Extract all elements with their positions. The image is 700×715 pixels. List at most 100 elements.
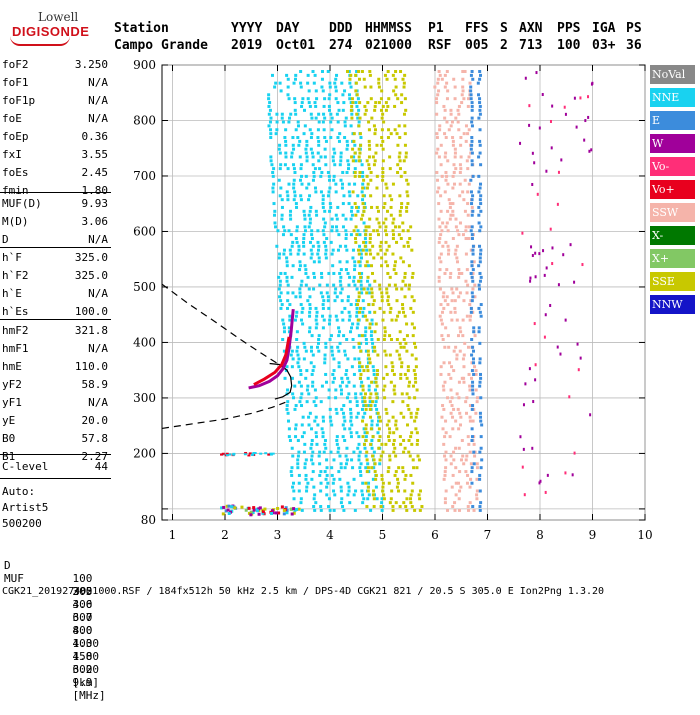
echo-mark [387,481,391,485]
echo-mark [304,268,308,272]
echo-mark [379,505,383,509]
echo-mark [543,335,546,339]
echo-mark [445,174,449,178]
echo-mark [297,507,301,511]
echo-mark [310,132,314,136]
echo-mark [464,279,468,283]
echo-mark [369,334,373,338]
echo-mark [291,143,295,147]
echo-mark [374,400,378,404]
echo-mark [450,365,454,369]
echo-mark [278,295,282,299]
echo-mark [531,254,534,258]
echo-mark [453,310,457,314]
param-row: MUF(D) 9.93 [2,197,108,211]
echo-mark [347,489,351,493]
echo-mark [470,159,474,163]
echo-mark [405,508,409,512]
echo-mark [405,178,409,182]
echo-mark [348,314,352,318]
echo-mark [366,485,370,489]
echo-mark [581,263,584,267]
echo-mark [365,159,369,163]
echo-mark [363,411,367,415]
param-row: h`F2 325.0 [2,269,108,283]
echo-mark [457,508,461,512]
echo-mark [387,244,391,248]
echo-mark [291,392,295,396]
echo-mark [303,264,307,268]
echo-mark [330,423,334,427]
echo-mark [357,458,361,462]
echo-mark [373,104,377,108]
echo-mark [361,202,365,206]
echo-mark [310,477,314,481]
echo-mark [323,97,327,101]
param-row: foF2 3.250 [2,58,108,72]
echo-mark [263,507,267,511]
echo-mark [364,349,368,353]
echo-mark [398,213,402,217]
echo-mark [378,306,382,310]
echo-mark [470,407,474,411]
echo-mark [459,330,463,334]
echo-mark [479,446,483,450]
param-value: N/A [88,94,108,107]
echo-mark [243,453,247,456]
echo-mark [279,271,283,275]
echo-mark [391,182,395,186]
echo-mark [376,353,380,357]
echo-mark [292,182,296,186]
echo-mark [384,101,388,105]
echo-mark [461,334,465,338]
echo-mark [470,275,474,279]
echo-mark [475,489,479,493]
echo-mark [314,104,318,108]
echo-mark [269,116,273,120]
echo-mark [299,384,303,388]
echo-mark [324,252,328,256]
echo-mark [361,198,365,202]
echo-mark [343,438,347,442]
x-tick-label: 4 [326,528,334,542]
echo-mark [386,295,390,299]
echo-mark [364,454,368,458]
echo-mark [290,155,294,159]
echo-mark [326,481,330,485]
echo-mark [359,283,363,287]
echo-mark [470,225,474,229]
echo-mark [306,97,310,101]
echo-mark [382,221,386,225]
echo-mark [380,295,384,299]
echo-mark [386,299,390,303]
echo-mark [359,279,363,283]
echo-mark [292,481,296,485]
echo-mark [345,248,349,252]
echo-mark [445,97,449,101]
echo-mark [439,233,443,237]
param-row: fxI 3.55 [2,148,108,162]
echo-mark [310,116,314,120]
echo-mark [473,334,477,338]
header-label-axn: AXN [519,21,543,36]
echo-mark [368,357,372,361]
echo-mark [378,287,382,291]
echo-mark [468,318,472,322]
echo-mark [291,264,295,268]
echo-mark [323,438,327,442]
echo-mark [312,260,316,264]
echo-mark [381,489,385,493]
echo-mark [331,159,335,163]
echo-mark [351,322,355,326]
param-value: N/A [88,76,108,89]
echo-mark [297,450,301,454]
echo-mark [564,112,567,116]
echo-mark [369,415,373,419]
echo-mark [358,151,362,155]
echo-mark [350,108,354,112]
echo-mark [468,415,472,419]
echo-mark [342,404,346,408]
echo-mark [453,155,457,159]
echo-mark [231,504,235,508]
echo-mark [384,217,388,221]
